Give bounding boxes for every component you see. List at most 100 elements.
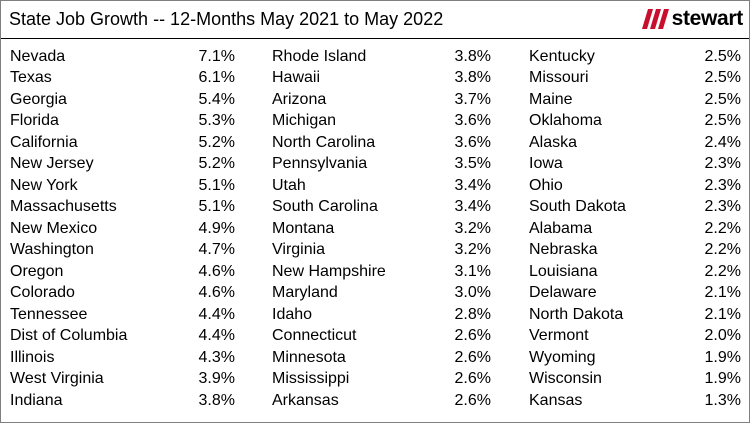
growth-value: 4.4% (198, 305, 235, 323)
growth-value: 3.5% (454, 155, 491, 173)
table-row: Montana 3.2% (272, 218, 491, 240)
table-row: Alabama 2.2% (529, 218, 741, 240)
state-name: South Dakota (529, 198, 626, 216)
state-name: Michigan (272, 112, 337, 130)
table-row: Mississippi 2.6% (272, 369, 491, 391)
state-name: New Mexico (10, 219, 98, 237)
growth-value: 2.1% (704, 284, 741, 302)
table-row: Louisiana 2.2% (529, 261, 741, 283)
growth-value: 2.6% (454, 370, 491, 388)
state-name: New Jersey (10, 155, 94, 173)
growth-value: 3.8% (454, 47, 491, 65)
state-name: Connecticut (272, 327, 357, 345)
table-row: Kansas 1.3% (529, 390, 741, 412)
growth-value: 1.3% (704, 391, 741, 409)
state-name: Florida (10, 112, 59, 130)
state-name: North Carolina (272, 133, 376, 151)
table-row: Texas 6.1% (10, 68, 235, 90)
growth-value: 5.2% (198, 133, 235, 151)
state-name: West Virginia (10, 370, 104, 388)
state-name: Mississippi (272, 370, 350, 388)
state-name: Montana (272, 219, 335, 237)
stewart-logo-icon (641, 9, 669, 29)
growth-value: 2.2% (704, 241, 741, 259)
table-row: Colorado 4.6% (10, 283, 235, 305)
growth-value: 6.1% (198, 69, 235, 87)
state-name: Hawaii (272, 69, 321, 87)
growth-value: 3.4% (454, 198, 491, 216)
growth-value: 2.6% (454, 391, 491, 409)
table-row: New Mexico 4.9% (10, 218, 235, 240)
table-row: Dist of Columbia 4.4% (10, 326, 235, 348)
table-row: California 5.2% (10, 132, 235, 154)
state-name: Iowa (529, 155, 563, 173)
growth-value: 3.9% (198, 370, 235, 388)
table-row: South Carolina 3.4% (272, 197, 491, 219)
table-row: Michigan 3.6% (272, 111, 491, 133)
growth-value: 2.0% (704, 327, 741, 345)
state-name: Massachusetts (10, 198, 117, 216)
growth-value: 1.9% (704, 370, 741, 388)
state-name: Illinois (10, 348, 55, 366)
state-name: Arizona (272, 90, 327, 108)
growth-value: 3.2% (454, 241, 491, 259)
table-row: Maryland 3.0% (272, 283, 491, 305)
table-row: Maine 2.5% (529, 89, 741, 111)
growth-value: 4.3% (198, 348, 235, 366)
state-name: Delaware (529, 284, 597, 302)
table-row: Delaware 2.1% (529, 283, 741, 305)
table-row: Utah 3.4% (272, 175, 491, 197)
table-row: Pennsylvania 3.5% (272, 154, 491, 176)
state-name: Missouri (529, 69, 589, 87)
state-name: South Carolina (272, 198, 378, 216)
table-row: New Jersey 5.2% (10, 154, 235, 176)
growth-value: 2.5% (704, 112, 741, 130)
state-name: Vermont (529, 327, 589, 345)
state-name: Oklahoma (529, 112, 602, 130)
state-name: Arkansas (272, 391, 339, 409)
table-row: Wisconsin 1.9% (529, 369, 741, 391)
chart-header: State Job Growth -- 12-Months May 2021 t… (1, 1, 749, 39)
state-name: North Dakota (529, 305, 624, 323)
state-name: Nevada (10, 47, 66, 65)
growth-value: 7.1% (198, 47, 235, 65)
table-row: Virginia 3.2% (272, 240, 491, 262)
table-row: Kentucky 2.5% (529, 46, 741, 68)
table-row: Florida 5.3% (10, 111, 235, 133)
state-name: Dist of Columbia (10, 327, 128, 345)
table-row: New York 5.1% (10, 175, 235, 197)
growth-value: 5.1% (198, 198, 235, 216)
table-row: Missouri 2.5% (529, 68, 741, 90)
table-row: Washington 4.7% (10, 240, 235, 262)
growth-value: 5.2% (198, 155, 235, 173)
table-row: Illinois 4.3% (10, 347, 235, 369)
state-name: Minnesota (272, 348, 346, 366)
table-row: Idaho 2.8% (272, 304, 491, 326)
growth-value: 3.8% (198, 391, 235, 409)
growth-value: 1.9% (704, 348, 741, 366)
table-row: Rhode Island 3.8% (272, 46, 491, 68)
table-row: West Virginia 3.9% (10, 369, 235, 391)
state-name: California (10, 133, 78, 151)
growth-value: 2.6% (454, 348, 491, 366)
state-name: Washington (10, 241, 94, 259)
table-row: North Dakota 2.1% (529, 304, 741, 326)
table-row: Vermont 2.0% (529, 326, 741, 348)
growth-value: 3.7% (454, 90, 491, 108)
table-row: Nevada 7.1% (10, 46, 235, 68)
table-row: Oregon 4.6% (10, 261, 235, 283)
state-growth-table: Nevada 7.1% Texas 6.1% Georgia 5.4% Florida 5.3… (1, 41, 749, 422)
state-name: Georgia (10, 90, 67, 108)
table-row: Ohio 2.3% (529, 175, 741, 197)
state-name: Maine (529, 90, 573, 108)
state-name: Virginia (272, 241, 326, 259)
growth-value: 2.2% (704, 219, 741, 237)
state-name: Alaska (529, 133, 578, 151)
state-name: Wisconsin (529, 370, 602, 388)
growth-value: 3.8% (454, 69, 491, 87)
table-row: Oklahoma 2.5% (529, 111, 741, 133)
growth-value: 5.3% (198, 112, 235, 130)
stewart-logo-text: stewart (671, 7, 744, 30)
growth-value: 2.5% (704, 47, 741, 65)
growth-value: 3.2% (454, 219, 491, 237)
